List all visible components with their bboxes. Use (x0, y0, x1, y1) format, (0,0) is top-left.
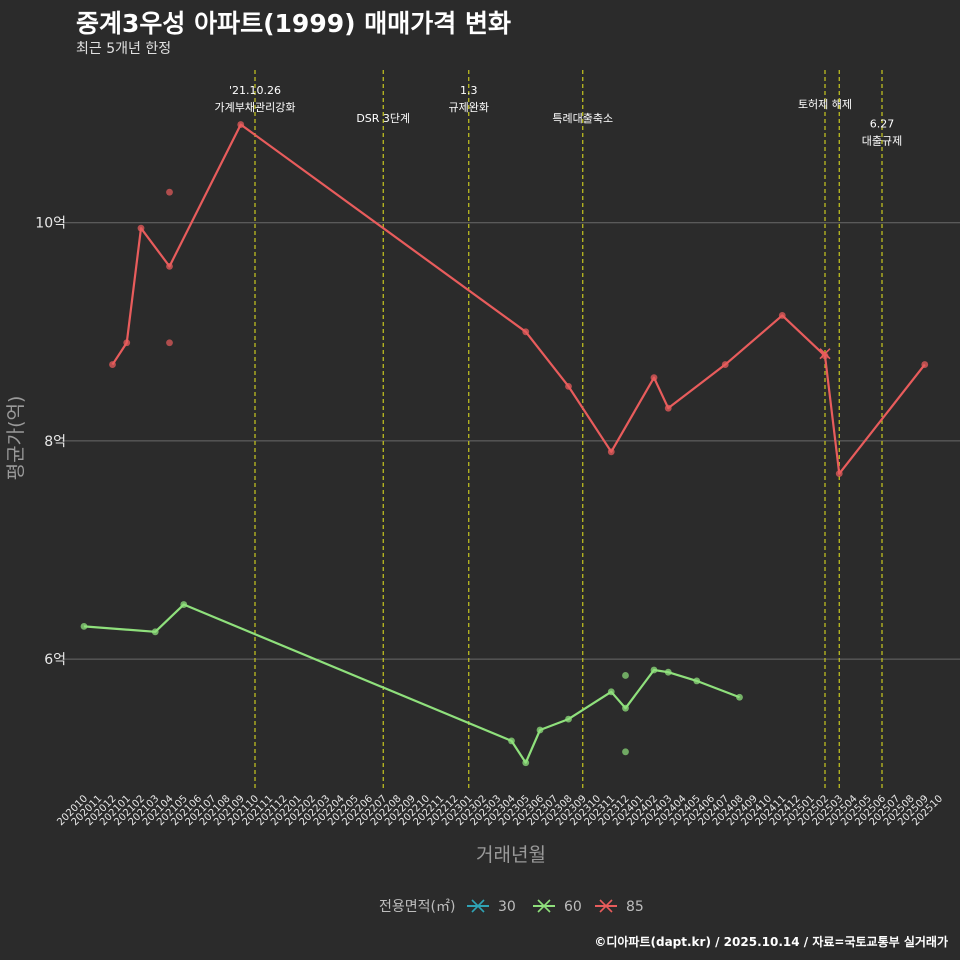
cross-stroke-b (819, 348, 831, 360)
point-85-9 (664, 404, 672, 412)
chart-title: 중계3우성 아파트(1999) 매매가격 변화 (76, 9, 511, 38)
legend-key-30 (467, 899, 489, 913)
legend-label-60: 60 (564, 899, 582, 915)
point-85-1 (123, 339, 131, 347)
point-85-14 (921, 361, 929, 368)
event-label-3-0: 특례대출축소 (552, 112, 613, 125)
point-60-1 (151, 628, 159, 636)
point-60-0 (80, 622, 88, 630)
point-85-0 (109, 361, 116, 368)
point-60-9 (650, 666, 658, 674)
legend-key-cross-b (537, 899, 551, 913)
y-tick-label-0: 6억 (44, 652, 66, 668)
point-85-12 (821, 352, 829, 360)
y-tick-label-1: 8억 (44, 434, 66, 450)
point-85-3 (166, 262, 173, 270)
event-label-1-0: DSR 3단계 (356, 112, 410, 125)
x-axis-title: 거래년월 (476, 844, 546, 866)
series-line-60 (83, 603, 740, 764)
cross-point-85-0 (819, 348, 831, 360)
x-axis: 2020102020112020122021012021022021032021… (55, 793, 945, 828)
point-85-2 (137, 224, 145, 232)
extra-point-60-0 (622, 672, 629, 679)
point-60-6 (565, 715, 572, 723)
point-85-8 (650, 374, 658, 382)
point-60-7 (607, 688, 615, 696)
legend-key-cross-b (471, 899, 485, 913)
event-label-2-1: 규제완화 (449, 101, 489, 114)
event-label-0-1: 가계부채관리강화 (215, 101, 296, 114)
extra-point-85-1 (166, 339, 173, 347)
point-60-3 (508, 737, 515, 745)
point-85-11 (778, 312, 786, 319)
legend-key-85 (595, 899, 617, 913)
chart-subtitle: 최근 5개년 한정 (76, 41, 172, 57)
footer-credit: ©디아파트(dapt.kr) / 2025.10.14 / 자료=국토교통부 실… (594, 935, 948, 949)
point-85-10 (721, 361, 729, 368)
extra-point-85-0 (166, 188, 173, 196)
event-label-4-0: 토허제 해제 (798, 97, 852, 111)
point-60-2 (180, 601, 188, 608)
point-60-11 (693, 677, 701, 685)
legend-label-85: 85 (626, 899, 644, 915)
event-label-6-1: 대출규제 (862, 135, 902, 148)
series-layer (80, 121, 929, 767)
event-label-2-0: 1.3 (460, 84, 478, 97)
point-85-13 (835, 470, 843, 478)
legend-key-60 (533, 899, 555, 913)
event-label-6-0: 6.27 (870, 118, 895, 131)
legend-key-cross-b (599, 899, 613, 913)
point-60-4 (522, 759, 530, 767)
point-85-7 (607, 448, 615, 456)
y-axis-title: 평균가(억) (5, 396, 27, 481)
extra-point-60-1 (622, 748, 629, 756)
point-60-10 (664, 668, 672, 676)
point-85-6 (565, 382, 572, 390)
series-line-85 (111, 123, 926, 475)
y-axis: 6억 8억 10억 (35, 216, 66, 668)
point-85-4 (237, 121, 245, 128)
grid-lines (62, 222, 960, 660)
legend-title: 전용면적(㎡) (379, 899, 455, 915)
point-60-5 (536, 726, 544, 734)
point-60-12 (736, 693, 743, 701)
legend-label-30: 30 (498, 899, 516, 915)
y-tick-label-2: 10억 (35, 216, 66, 232)
point-60-8 (622, 704, 629, 712)
point-85-5 (522, 328, 530, 336)
legend: 전용면적(㎡) 30 60 85 (379, 899, 644, 915)
event-label-0-0: '21.10.26 (229, 84, 281, 97)
